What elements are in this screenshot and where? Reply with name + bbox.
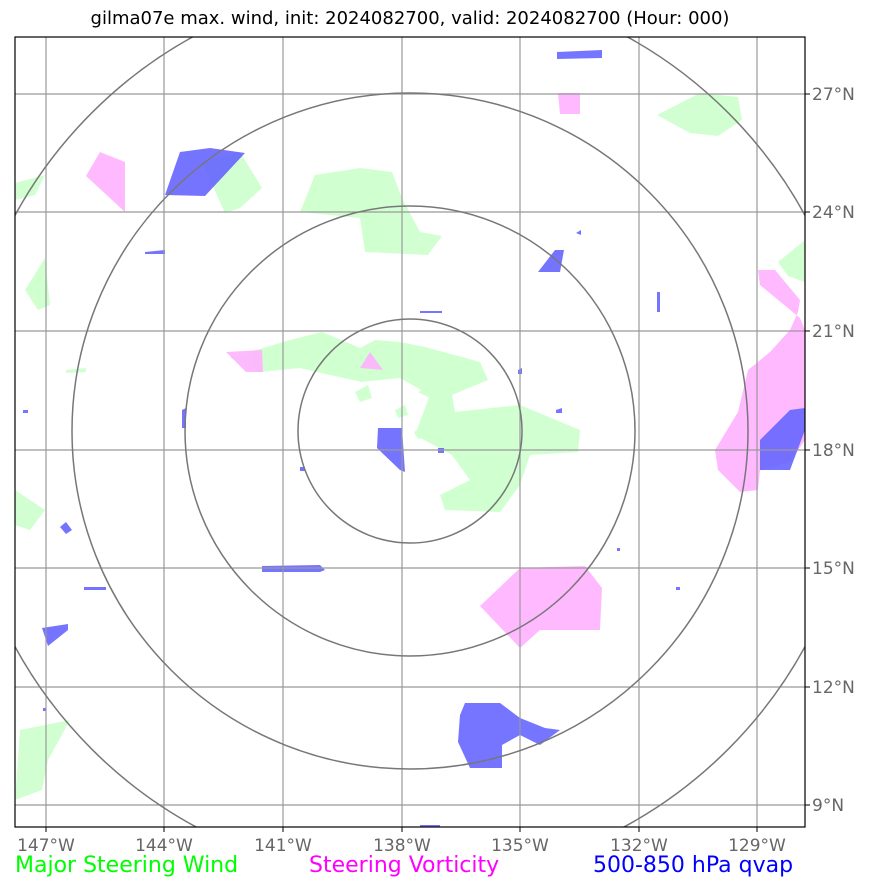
legend-steering-vorticity: Steering Vorticity — [309, 853, 500, 878]
lat-label: 12°N — [812, 678, 855, 698]
map-area — [15, 37, 805, 827]
graticule — [15, 37, 805, 827]
tick-marks — [45, 93, 810, 832]
lat-label: 21°N — [812, 322, 855, 342]
lon-label: 144°W — [135, 836, 193, 856]
lon-label: 141°W — [254, 836, 312, 856]
lat-label: 27°N — [812, 85, 855, 105]
lon-label: 129°W — [728, 836, 786, 856]
lon-label: 138°W — [373, 836, 431, 856]
legend-qvap: 500-850 hPa qvap — [593, 853, 794, 878]
legend-steering-wind: Major Steering Wind — [15, 853, 239, 878]
lat-label: 9°N — [812, 796, 844, 816]
lon-label: 147°W — [17, 836, 75, 856]
lat-label: 15°N — [812, 559, 855, 579]
lat-label: 24°N — [812, 203, 855, 223]
lat-label: 18°N — [812, 441, 855, 461]
lon-label: 132°W — [610, 836, 668, 856]
plot-title: gilma07e max. wind, init: 2024082700, va… — [90, 8, 730, 29]
steering-wind-fields — [15, 93, 805, 800]
lon-label: 135°W — [491, 836, 549, 856]
qvap-fields — [23, 50, 805, 827]
map-frame — [14, 36, 806, 828]
range-rings — [15, 37, 805, 827]
